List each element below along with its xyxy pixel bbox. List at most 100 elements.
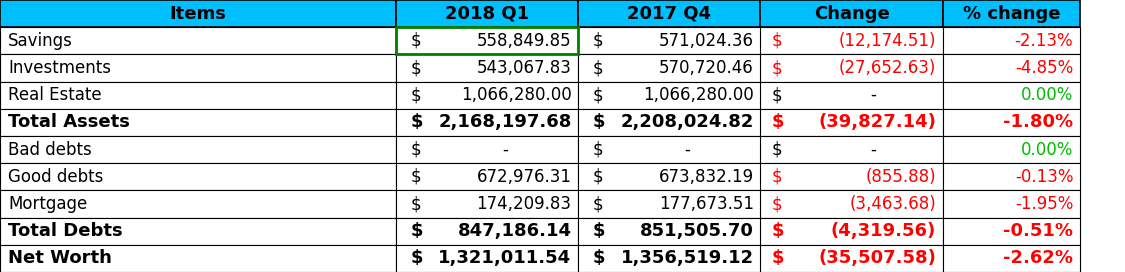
Bar xyxy=(396,27,578,54)
Text: 2,168,197.68: 2,168,197.68 xyxy=(438,113,572,131)
Text: (3,463.68): (3,463.68) xyxy=(849,195,936,213)
Bar xyxy=(0,136,396,163)
Bar xyxy=(396,245,578,272)
Text: -: - xyxy=(503,141,508,159)
Text: $: $ xyxy=(593,86,603,104)
Text: 673,832.19: 673,832.19 xyxy=(658,168,754,186)
Text: -1.80%: -1.80% xyxy=(1004,113,1073,131)
Text: $: $ xyxy=(411,168,421,186)
Text: Net Worth: Net Worth xyxy=(8,249,111,267)
Bar xyxy=(578,27,760,54)
Bar xyxy=(0,245,396,272)
Bar xyxy=(578,190,760,218)
Text: Mortgage: Mortgage xyxy=(8,195,87,213)
Bar xyxy=(0,82,396,109)
Bar xyxy=(396,0,578,27)
Bar xyxy=(760,190,943,218)
Text: $: $ xyxy=(772,86,782,104)
Bar xyxy=(0,218,396,245)
Bar xyxy=(396,27,578,54)
Text: 0.00%: 0.00% xyxy=(1020,141,1073,159)
Bar xyxy=(578,245,760,272)
Bar xyxy=(760,245,943,272)
Text: 1,066,280.00: 1,066,280.00 xyxy=(461,86,572,104)
Bar xyxy=(943,218,1080,245)
Bar xyxy=(578,109,760,136)
Text: $: $ xyxy=(411,195,421,213)
Bar xyxy=(943,109,1080,136)
Bar xyxy=(396,82,578,109)
Text: 672,976.31: 672,976.31 xyxy=(477,168,572,186)
Text: $: $ xyxy=(411,141,421,159)
Text: $: $ xyxy=(772,249,784,267)
Text: $: $ xyxy=(772,141,782,159)
Bar xyxy=(578,82,760,109)
Text: 174,209.83: 174,209.83 xyxy=(477,195,572,213)
Text: $: $ xyxy=(593,141,603,159)
Bar xyxy=(760,109,943,136)
Text: -2.62%: -2.62% xyxy=(1004,249,1073,267)
Text: $: $ xyxy=(772,59,782,77)
Text: 558,849.85: 558,849.85 xyxy=(477,32,572,50)
Bar xyxy=(760,54,943,82)
Text: Good debts: Good debts xyxy=(8,168,103,186)
Text: Savings: Savings xyxy=(8,32,73,50)
Text: Total Assets: Total Assets xyxy=(8,113,129,131)
Text: (4,319.56): (4,319.56) xyxy=(830,222,936,240)
Text: 847,186.14: 847,186.14 xyxy=(458,222,572,240)
Text: $: $ xyxy=(772,32,782,50)
Text: (12,174.51): (12,174.51) xyxy=(838,32,936,50)
Bar xyxy=(760,218,943,245)
Bar xyxy=(578,218,760,245)
Text: 177,673.51: 177,673.51 xyxy=(659,195,754,213)
Text: 1,066,280.00: 1,066,280.00 xyxy=(644,86,754,104)
Text: -2.13%: -2.13% xyxy=(1015,32,1073,50)
Bar xyxy=(0,163,396,190)
Text: $: $ xyxy=(593,59,603,77)
Bar xyxy=(396,136,578,163)
Text: 1,356,519.12: 1,356,519.12 xyxy=(621,249,754,267)
Bar xyxy=(578,163,760,190)
Bar xyxy=(943,136,1080,163)
Text: (855.88): (855.88) xyxy=(865,168,936,186)
Bar xyxy=(760,0,943,27)
Text: (27,652.63): (27,652.63) xyxy=(838,59,936,77)
Text: $: $ xyxy=(411,113,423,131)
Text: Investments: Investments xyxy=(8,59,111,77)
Text: -0.13%: -0.13% xyxy=(1015,168,1073,186)
Bar xyxy=(943,82,1080,109)
Bar xyxy=(760,136,943,163)
Bar xyxy=(0,0,396,27)
Text: Items: Items xyxy=(170,5,226,23)
Bar xyxy=(760,163,943,190)
Text: % change: % change xyxy=(963,5,1060,23)
Bar xyxy=(0,54,396,82)
Text: $: $ xyxy=(772,113,784,131)
Text: 571,024.36: 571,024.36 xyxy=(659,32,754,50)
Bar xyxy=(578,54,760,82)
Text: $: $ xyxy=(593,222,605,240)
Text: $: $ xyxy=(772,168,782,186)
Text: -4.85%: -4.85% xyxy=(1015,59,1073,77)
Text: -: - xyxy=(871,86,876,104)
Text: -: - xyxy=(685,141,691,159)
Bar xyxy=(396,54,578,82)
Text: -: - xyxy=(871,141,876,159)
Bar xyxy=(578,136,760,163)
Text: Real Estate: Real Estate xyxy=(8,86,101,104)
Text: $: $ xyxy=(593,249,605,267)
Text: $: $ xyxy=(411,222,423,240)
Bar xyxy=(760,27,943,54)
Bar xyxy=(943,27,1080,54)
Text: $: $ xyxy=(593,195,603,213)
Text: 2018 Q1: 2018 Q1 xyxy=(446,5,529,23)
Text: 2017 Q4: 2017 Q4 xyxy=(628,5,711,23)
Text: Change: Change xyxy=(813,5,890,23)
Bar xyxy=(943,0,1080,27)
Text: $: $ xyxy=(593,113,605,131)
Text: 570,720.46: 570,720.46 xyxy=(659,59,754,77)
Text: $: $ xyxy=(772,222,784,240)
Text: (39,827.14): (39,827.14) xyxy=(818,113,936,131)
Text: Bad debts: Bad debts xyxy=(8,141,91,159)
Text: $: $ xyxy=(411,86,421,104)
